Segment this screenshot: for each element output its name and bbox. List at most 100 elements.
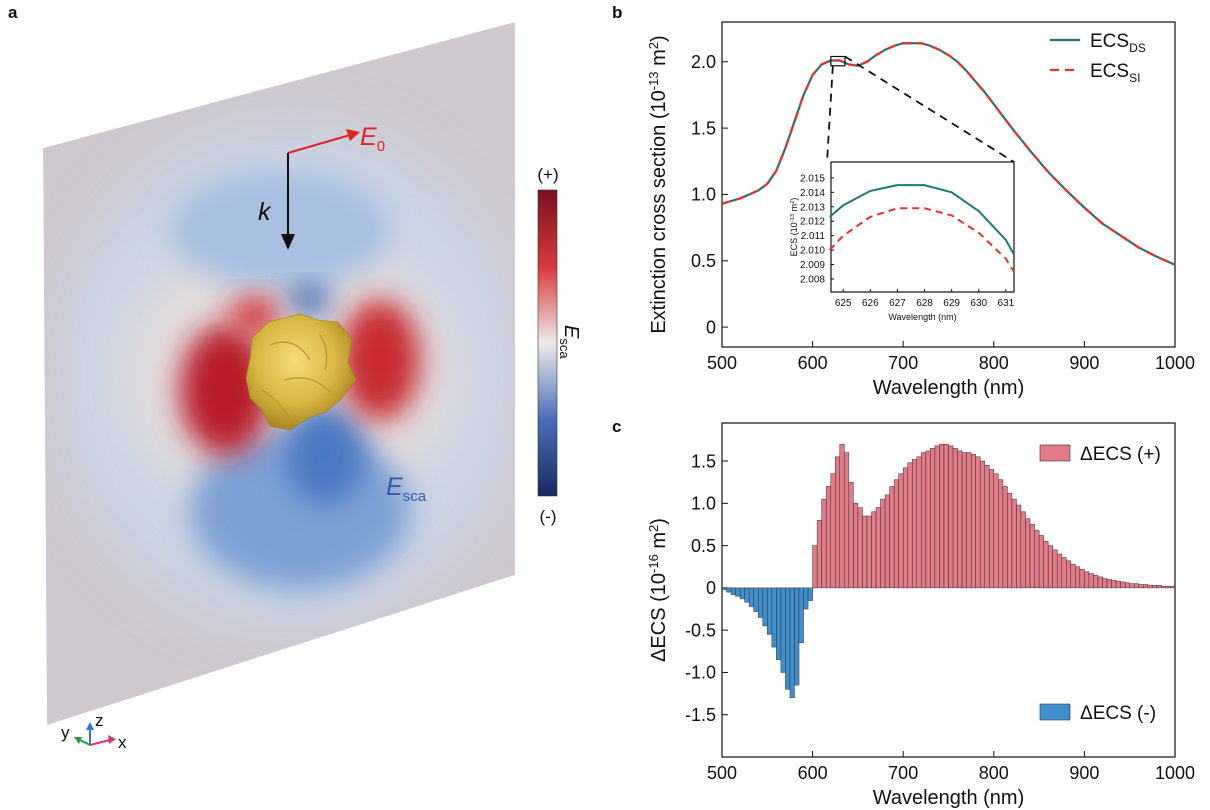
bar <box>776 587 782 661</box>
bar <box>912 459 918 589</box>
y-axis-label-part: ECS (10 <box>789 222 799 256</box>
colorbar-label-base: E <box>560 325 582 339</box>
bar <box>821 498 827 589</box>
bar <box>952 448 958 589</box>
line-series <box>828 207 1015 273</box>
bar <box>1143 584 1149 589</box>
bar <box>1020 511 1026 589</box>
bar <box>871 511 877 589</box>
bar <box>893 479 899 589</box>
bar <box>1079 569 1085 589</box>
bar <box>767 587 773 635</box>
bar <box>1038 535 1044 589</box>
bar <box>889 486 895 589</box>
bar <box>744 587 750 603</box>
y-axis-label-part: 2 <box>790 201 796 204</box>
bar <box>921 452 927 589</box>
axes-triad <box>74 722 116 746</box>
bar <box>930 448 936 589</box>
y-axis-label-part: 2 <box>646 42 661 49</box>
bar <box>726 587 732 593</box>
bar <box>794 587 800 686</box>
y-tick-label: -1.5 <box>685 705 716 725</box>
bar <box>825 486 831 589</box>
x-tick-label: 500 <box>707 763 737 783</box>
bar <box>1070 563 1076 589</box>
y-axis-label-part: -16 <box>646 554 661 573</box>
panel-label: a <box>8 3 18 22</box>
bar <box>1097 576 1103 589</box>
legend-swatch <box>1039 444 1071 462</box>
e-field-arrowhead <box>346 129 360 141</box>
e0-sub: 0 <box>377 138 385 155</box>
bar <box>735 587 741 597</box>
legend-label: ECSSI <box>1090 61 1140 85</box>
bar <box>1138 584 1144 589</box>
bar <box>884 494 890 589</box>
legend-name: ECS <box>1090 31 1129 52</box>
x-tick-label: 800 <box>979 353 1009 373</box>
y-axis-label-part: ) <box>789 198 799 201</box>
zoom-connector <box>826 65 834 163</box>
bar <box>1016 504 1022 589</box>
y-axis-label-part: m <box>789 204 799 214</box>
esca-sub: sca <box>403 488 427 505</box>
plot-frame <box>721 21 1176 348</box>
y-axis-label-part: m <box>648 532 670 554</box>
y-tick-label: 0 <box>706 317 716 337</box>
colorbar-label-sub: sca <box>557 338 572 359</box>
legend-subscript: DS <box>1129 41 1146 55</box>
bar <box>1061 557 1067 589</box>
bar <box>1043 541 1049 589</box>
x-tick-label: 600 <box>798 763 828 783</box>
x-tick-label: 625 <box>835 298 852 309</box>
bar <box>835 456 841 589</box>
bar <box>1161 585 1167 589</box>
bar <box>898 473 904 589</box>
bar <box>862 515 868 589</box>
bar <box>957 450 963 589</box>
line-series <box>721 42 1176 266</box>
bar <box>1066 560 1072 589</box>
y-tick-label: 1.5 <box>691 451 716 471</box>
x-axis-label: Wavelength (nm) <box>888 312 956 322</box>
bar <box>943 443 949 589</box>
bar <box>875 507 881 589</box>
y-tick-label: 2.015 <box>800 173 825 184</box>
y-axis-label-part: m <box>648 49 670 71</box>
bar <box>853 503 859 589</box>
bar <box>1093 574 1099 589</box>
bar <box>1075 566 1081 589</box>
panel-label: c <box>612 417 621 436</box>
axis-y-label: y <box>61 723 70 742</box>
k-arrowhead <box>281 234 295 250</box>
y-tick-label: 0 <box>706 578 716 598</box>
y-tick-label: 0.5 <box>691 536 716 556</box>
y-axis-label-part: 2 <box>646 525 661 532</box>
legend-subscript: SI <box>1129 71 1140 85</box>
y-axis-label: ΔECS (10-16 m2) <box>646 518 671 662</box>
bar <box>970 454 976 589</box>
x-tick-label: 900 <box>1069 763 1099 783</box>
x-tick-label: 700 <box>888 763 918 783</box>
bar <box>1170 585 1176 589</box>
y-axis-label-part: -13 <box>646 71 661 90</box>
bar <box>1084 571 1090 589</box>
bar <box>1124 582 1130 589</box>
x-tick-label: 600 <box>798 353 828 373</box>
y-tick-label: 2.011 <box>801 231 826 242</box>
bar <box>1115 580 1121 589</box>
bar <box>961 452 967 589</box>
bar <box>989 469 995 589</box>
bar <box>1165 585 1171 589</box>
legend-label: ΔECS (-) <box>1080 703 1156 724</box>
bar <box>1088 573 1094 589</box>
axis-z-label: z <box>95 711 104 730</box>
bar <box>812 545 818 589</box>
legend-label: ECSDS <box>1090 31 1146 55</box>
x-tick-label: 500 <box>707 353 737 373</box>
bar <box>721 587 727 590</box>
x-tick-label: 800 <box>979 763 1009 783</box>
bar <box>975 456 981 589</box>
